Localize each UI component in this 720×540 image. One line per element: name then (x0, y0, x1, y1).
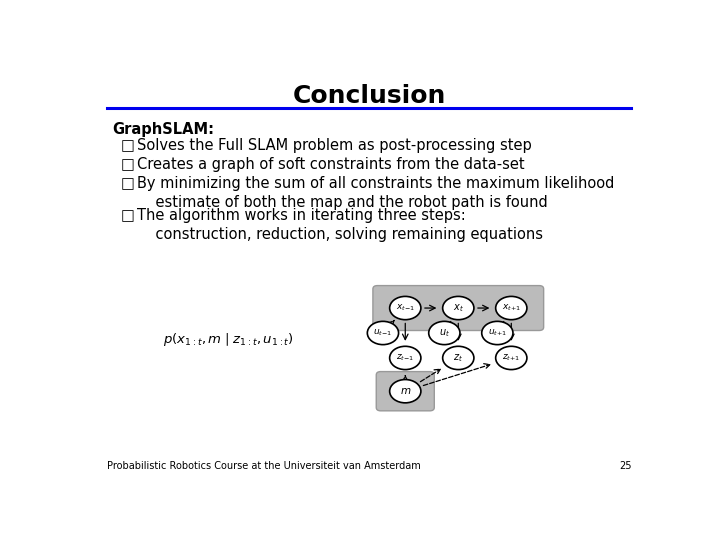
Text: $u_{t\!-\!1}$: $u_{t\!-\!1}$ (373, 328, 392, 338)
Circle shape (495, 346, 527, 369)
Circle shape (443, 296, 474, 320)
Text: Conclusion: Conclusion (292, 84, 446, 107)
Text: $m$: $m$ (400, 386, 411, 396)
Text: $x_{t\!+\!1}$: $x_{t\!+\!1}$ (502, 303, 521, 313)
Text: 25: 25 (618, 462, 631, 471)
Text: $x_t$: $x_t$ (453, 302, 464, 314)
Text: Creates a graph of soft constraints from the data-set: Creates a graph of soft constraints from… (138, 157, 525, 172)
Text: $z_{t\!-\!1}$: $z_{t\!-\!1}$ (396, 353, 415, 363)
Text: $z_t$: $z_t$ (454, 352, 463, 364)
Text: □: □ (121, 208, 135, 223)
Text: $u_{t\!+\!1}$: $u_{t\!+\!1}$ (487, 328, 507, 338)
Text: $p(x_{1:t}, m \mid z_{1:t}, u_{1:t})$: $p(x_{1:t}, m \mid z_{1:t}, u_{1:t})$ (163, 330, 294, 348)
Circle shape (390, 346, 421, 369)
Circle shape (367, 321, 399, 345)
Text: □: □ (121, 138, 135, 153)
Text: GraphSLAM:: GraphSLAM: (112, 122, 215, 137)
Circle shape (390, 380, 421, 403)
Text: By minimizing the sum of all constraints the maximum likelihood
    estimate of : By minimizing the sum of all constraints… (138, 176, 615, 210)
Circle shape (428, 321, 460, 345)
FancyBboxPatch shape (377, 372, 434, 411)
Text: Solves the Full SLAM problem as post-processing step: Solves the Full SLAM problem as post-pro… (138, 138, 532, 153)
Text: Probabilistic Robotics Course at the Universiteit van Amsterdam: Probabilistic Robotics Course at the Uni… (107, 462, 420, 471)
Text: $x_{t\!-\!1}$: $x_{t\!-\!1}$ (396, 303, 415, 313)
Text: The algorithm works in iterating three steps:
    construction, reduction, solvi: The algorithm works in iterating three s… (138, 208, 544, 242)
Circle shape (482, 321, 513, 345)
Text: □: □ (121, 157, 135, 172)
Text: $z_{t\!+\!1}$: $z_{t\!+\!1}$ (502, 353, 521, 363)
Circle shape (390, 296, 421, 320)
Text: □: □ (121, 176, 135, 191)
Circle shape (495, 296, 527, 320)
Circle shape (443, 346, 474, 369)
Text: $u_t$: $u_t$ (438, 327, 450, 339)
FancyBboxPatch shape (373, 286, 544, 330)
